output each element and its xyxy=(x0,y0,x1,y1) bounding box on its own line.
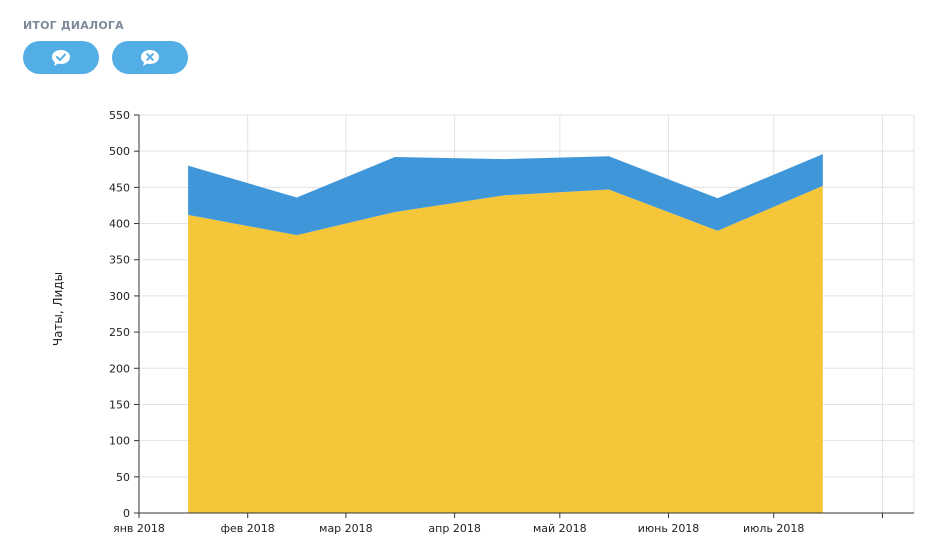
x-tick-label: июнь 2018 xyxy=(638,522,700,535)
y-tick-label: 150 xyxy=(109,398,130,411)
y-tick-label: 100 xyxy=(109,435,130,448)
y-axis-title: Чаты, Лиды xyxy=(51,272,65,346)
chart-axes xyxy=(134,114,914,518)
y-tick-label: 200 xyxy=(109,362,130,375)
y-tick-label: 450 xyxy=(109,181,130,194)
y-tick-label: 300 xyxy=(109,290,130,303)
y-tick-label: 50 xyxy=(116,471,130,484)
x-tick-label: янв 2018 xyxy=(113,522,165,535)
y-tick-label: 250 xyxy=(109,326,130,339)
chart-labels: 0 50 100 150 200 250 300 350 400 450 500 550 янв 201… xyxy=(109,109,804,535)
x-tick-label: апр 2018 xyxy=(428,522,480,535)
y-tick-label: 0 xyxy=(123,507,130,520)
failed-chat-button[interactable] xyxy=(112,41,188,74)
y-tick-label: 550 xyxy=(109,109,130,122)
section-title: ИТОГ ДИАЛОГА xyxy=(23,19,124,32)
area-series-2 xyxy=(188,154,823,236)
chat-check-icon xyxy=(52,49,70,66)
y-tick-label: 500 xyxy=(109,145,130,158)
x-tick-label: фев 2018 xyxy=(221,522,275,535)
x-tick-label: июль 2018 xyxy=(743,522,804,535)
area-series-1 xyxy=(188,185,823,513)
x-tick-label: май 2018 xyxy=(533,522,587,535)
y-tick-label: 400 xyxy=(109,218,130,231)
chart-areas xyxy=(188,154,823,513)
x-tick-label: мар 2018 xyxy=(319,522,373,535)
chat-cross-icon xyxy=(141,49,159,66)
y-tick-label: 350 xyxy=(109,254,130,267)
success-chat-button[interactable] xyxy=(23,41,99,74)
